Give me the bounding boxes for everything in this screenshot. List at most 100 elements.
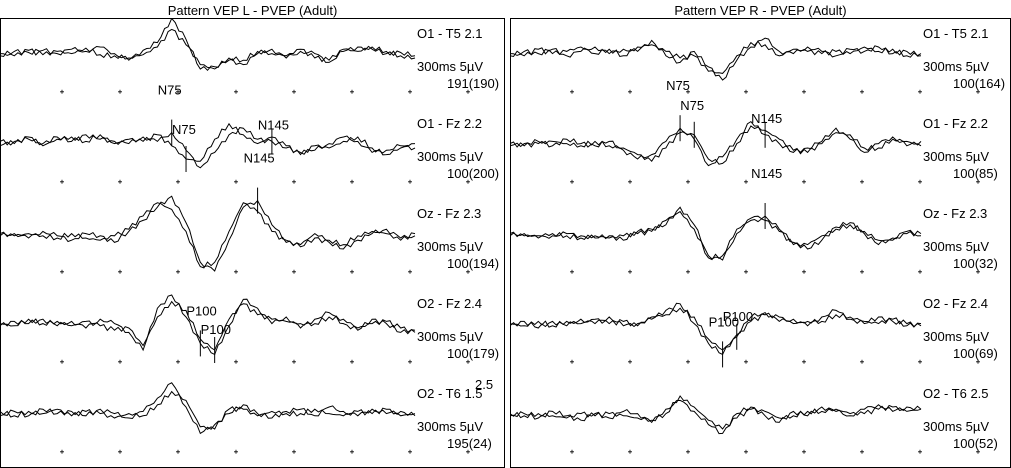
- marker-label-p100: P100: [201, 322, 231, 337]
- channel-label: O2 - T6 1.5: [417, 386, 483, 401]
- marker-label-n145: N145: [751, 111, 782, 126]
- marker-label-n75: N75: [158, 83, 182, 98]
- grid-cross: [408, 449, 412, 454]
- channel-o2-t6: O2 - T6 1.52.5 300ms 5µV 195(24): [0, 377, 493, 451]
- grid-cross: [628, 269, 632, 274]
- grid-cross: [570, 449, 574, 454]
- grid-cross: [744, 359, 748, 364]
- grid-cross: [686, 89, 690, 94]
- trace-oz-fz-2: [0, 202, 416, 269]
- grid-cross: [60, 269, 64, 274]
- grid-cross: [234, 449, 238, 454]
- channel-o1-t5: O1 - T5 2.1 300ms 5µV 100(164): [510, 26, 1005, 91]
- channel-label: O1 - T5 2.1: [417, 26, 483, 41]
- channel-scale: 300ms 5µV: [923, 149, 989, 164]
- grid-cross: [408, 179, 412, 184]
- grid-cross: [570, 359, 574, 364]
- grid-cross: [60, 359, 64, 364]
- trace-oz-fz-1: [510, 206, 922, 261]
- grid-cross: [744, 269, 748, 274]
- channel-scale: 300ms 5µV: [923, 419, 989, 434]
- grid-cross: [860, 179, 864, 184]
- trace-o2-fz-1: [0, 294, 416, 356]
- channel-sweeps: 100(179): [447, 346, 499, 361]
- marker-label-p100: P100: [723, 309, 753, 324]
- grid-cross: [976, 449, 980, 454]
- grid-cross: [234, 179, 238, 184]
- trace-o2-t6-2: [510, 395, 922, 430]
- grid-cross: [686, 179, 690, 184]
- grid-cross: [918, 359, 922, 364]
- grid-cross: [918, 89, 922, 94]
- channel-o1-fz: N75 N75 N145 O1 - Fz 2.2 300ms 5µV 100(85): [510, 78, 998, 181]
- channel-scale: 300ms 5µV: [923, 59, 989, 74]
- grid-cross: [918, 179, 922, 184]
- grid-cross: [292, 179, 296, 184]
- grid-cross: [466, 89, 470, 94]
- grid-cross: [628, 179, 632, 184]
- channel-label: O2 - T6 2.5: [923, 386, 989, 401]
- grid-cross: [802, 269, 806, 274]
- trace-o2-fz-2: [0, 300, 416, 351]
- grid-cross: [466, 269, 470, 274]
- marker-label-p100: P100: [709, 314, 739, 329]
- grid-cross: [466, 359, 470, 364]
- channel-sweeps: 100(69): [953, 346, 998, 361]
- grid-cross: [802, 449, 806, 454]
- grid-cross: [176, 449, 180, 454]
- trace-oz-fz-2: [510, 210, 922, 261]
- grid-cross: [686, 359, 690, 364]
- grid-cross: [234, 359, 238, 364]
- trace-o1-t5-2: [0, 28, 416, 70]
- channel-oz-fz: N145 Oz - Fz 2.3 300ms 5µV 100(194): [0, 151, 499, 272]
- channel-o2-fz: P100 P100 O2 - Fz 2.4 300ms 5µV 100(179): [0, 294, 499, 363]
- grid-cross: [350, 449, 354, 454]
- right-panel-title: Pattern VEP R - PVEP (Adult): [674, 3, 847, 18]
- trace-o1-fz-2: [0, 122, 416, 162]
- grid-cross: [118, 179, 122, 184]
- grid-cross: [176, 359, 180, 364]
- grid-cross: [976, 359, 980, 364]
- channel-scale: 300ms 5µV: [417, 59, 483, 74]
- trace-o2-fz-1: [510, 302, 922, 356]
- grid-cross: [292, 89, 296, 94]
- trace-oz-fz-1: [0, 195, 416, 272]
- grid-cross: [686, 449, 690, 454]
- channel-sweeps: 100(32): [953, 256, 998, 271]
- grid-cross: [686, 269, 690, 274]
- grid-cross: [60, 449, 64, 454]
- grid-cross: [860, 269, 864, 274]
- grid-cross: [976, 179, 980, 184]
- channel-scale: 300ms 5µV: [417, 329, 483, 344]
- grid-cross: [860, 89, 864, 94]
- grid-cross: [570, 179, 574, 184]
- channel-label: O1 - Fz 2.2: [923, 116, 988, 131]
- trace-o2-t6-2: [0, 390, 416, 430]
- channel-scale: 300ms 5µV: [417, 419, 483, 434]
- channel-label: O1 - Fz 2.2: [417, 116, 482, 131]
- channel-scale: 300ms 5µV: [923, 329, 989, 344]
- grid-cross: [350, 269, 354, 274]
- grid-cross: [60, 89, 64, 94]
- marker-label-p100: P100: [186, 303, 216, 318]
- grid-cross: [860, 359, 864, 364]
- marker-label-n75: N75: [172, 122, 196, 137]
- trace-o1-t5-2: [510, 40, 922, 74]
- left-eye-panel: Pattern VEP L - PVEP (Adult) O1 - T5 2.1…: [0, 0, 505, 468]
- grid-cross: [118, 89, 122, 94]
- grid-cross: [408, 269, 412, 274]
- grid-cross: [408, 359, 412, 364]
- channel-trial-number: 2.5: [475, 377, 493, 392]
- channel-sweeps: 100(85): [953, 166, 998, 181]
- grid-cross: [234, 89, 238, 94]
- channel-sweeps: 100(52): [953, 436, 998, 451]
- grid-cross: [802, 89, 806, 94]
- grid-cross: [118, 269, 122, 274]
- grid-cross: [744, 179, 748, 184]
- trace-o1-t5-1: [0, 18, 416, 72]
- marker-label-n75: N75: [680, 98, 704, 113]
- grid-cross: [628, 449, 632, 454]
- grid-cross: [976, 89, 980, 94]
- grid-cross: [744, 89, 748, 94]
